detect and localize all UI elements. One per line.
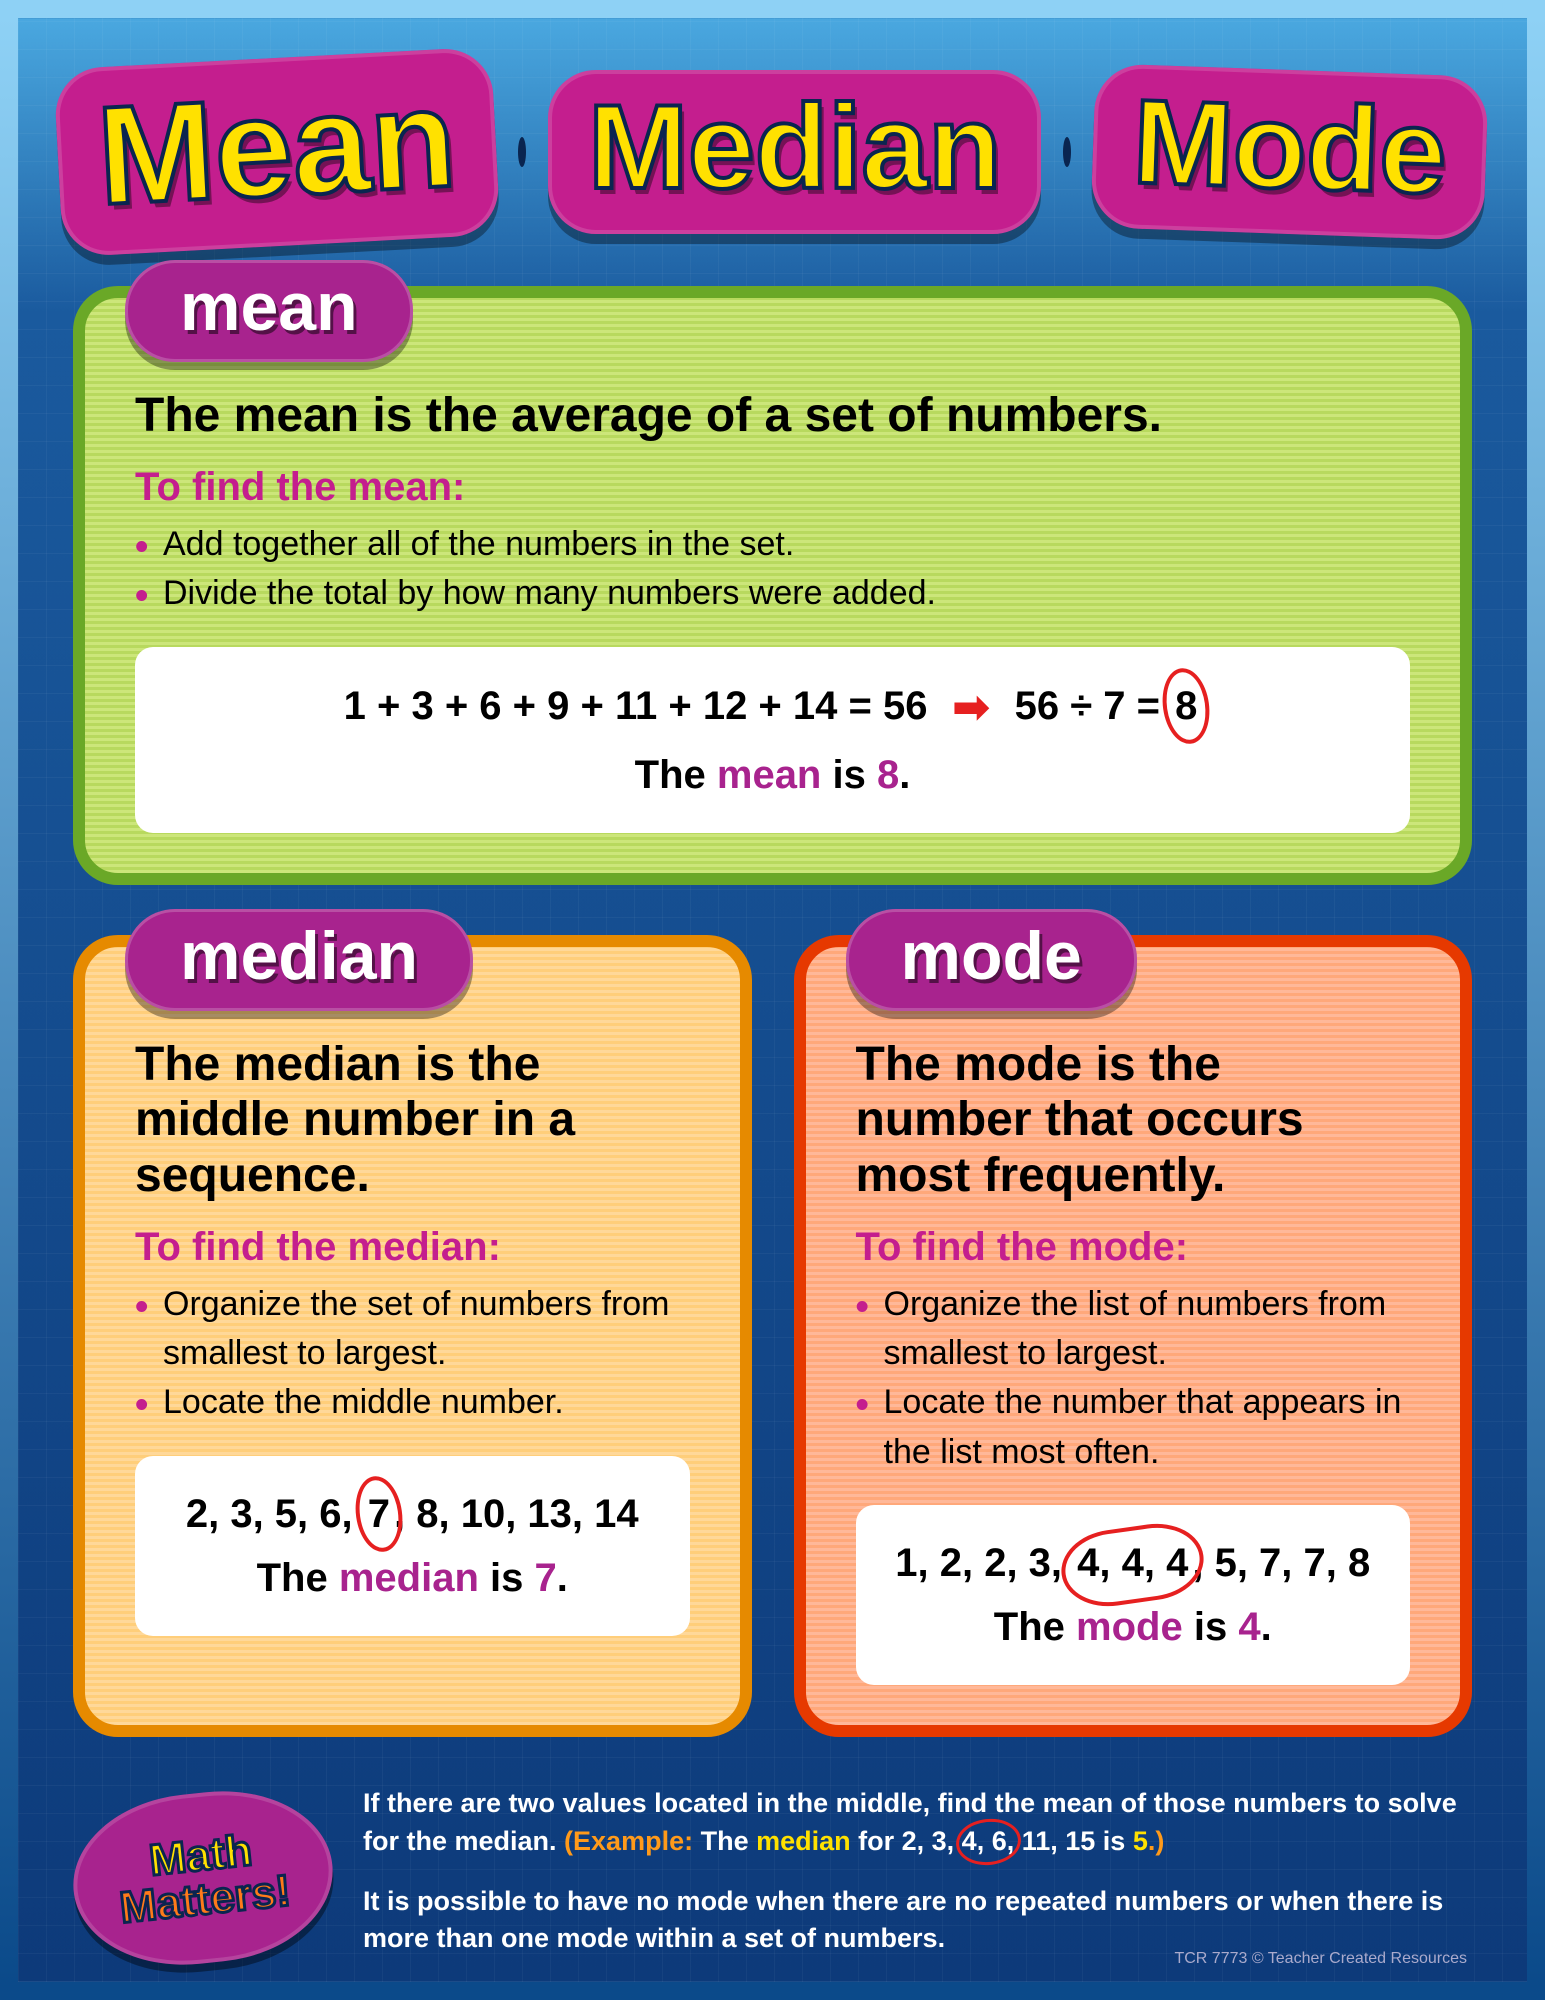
note1-i: .) (1148, 1826, 1165, 1856)
title-median: Median (548, 70, 1041, 234)
title-dot (518, 137, 526, 167)
title-mode: Mode (1091, 63, 1490, 241)
mode-answer-pre: The (994, 1605, 1076, 1649)
median-seq-pre: 2, 3, 5, 6, (186, 1492, 353, 1536)
mode-card: mode The mode is the number that occurs … (794, 935, 1473, 1737)
mean-find-heading: To find the mean: (135, 465, 1410, 510)
note1-b: (Example: (564, 1826, 693, 1856)
mean-answer-pre: The (635, 753, 717, 797)
median-answer-word: median (339, 1556, 479, 1600)
poster-title: Mean Median Mode (73, 58, 1472, 246)
mean-pill: mean (125, 260, 413, 362)
badge-line2: Matters! (118, 1869, 293, 1931)
mean-steps: Add together all of the numbers in the s… (135, 520, 1410, 619)
mean-answer-word: mean (717, 753, 822, 797)
median-card: median The median is the middle number i… (73, 935, 752, 1737)
mean-step-1: Add together all of the numbers in the s… (135, 520, 1410, 569)
note1-circled: 4, 6, (962, 1823, 1015, 1861)
note1-e: for 2, 3, (851, 1826, 962, 1856)
median-answer-post: is (479, 1556, 535, 1600)
median-step-1: Organize the set of numbers from smalles… (135, 1280, 690, 1379)
note1-c: The (693, 1826, 756, 1856)
mean-answer-val: 8 (877, 753, 899, 797)
median-answer-circled: 7 (364, 1482, 394, 1546)
mode-answer-end: . (1261, 1605, 1272, 1649)
mode-answer-post: is (1183, 1605, 1239, 1649)
mode-seq-pre: 1, 2, 2, 3, (895, 1541, 1062, 1585)
median-answer-val: 7 (535, 1556, 557, 1600)
mean-step-2: Divide the total by how many numbers wer… (135, 569, 1410, 618)
note1-g: 11, 15 is (1014, 1826, 1133, 1856)
title-dot (1063, 137, 1071, 167)
mode-answer-circled: 4, 4, 4 (1073, 1531, 1192, 1595)
mean-answer-post: is (821, 753, 877, 797)
mode-definition: The mode is the number that occurs most … (856, 1037, 1411, 1203)
median-example: 2, 3, 5, 6, 7, 8, 10, 13, 14 The median … (135, 1456, 690, 1636)
mode-step-1: Organize the list of numbers from smalle… (856, 1280, 1411, 1379)
median-answer-end: . (557, 1556, 568, 1600)
copyright-text: TCR 7773 © Teacher Created Resources (1174, 1950, 1467, 1968)
mode-step-2: Locate the number that appears in the li… (856, 1378, 1411, 1477)
median-step-2: Locate the middle number. (135, 1378, 690, 1427)
note1-h: 5 (1133, 1826, 1148, 1856)
mean-example: 1 + 3 + 6 + 9 + 11 + 12 + 14 = 56 ➡ 56 ÷… (135, 647, 1410, 833)
mode-answer-val: 4 (1238, 1605, 1260, 1649)
mode-seq-post: , 5, 7, 7, 8 (1192, 1541, 1370, 1585)
mode-pill: mode (846, 909, 1137, 1011)
math-matters-badge: Math Matters! (65, 1780, 341, 1976)
mean-answer-end: . (899, 753, 910, 797)
mode-example: 1, 2, 2, 3, 4, 4, 4, 5, 7, 7, 8 The mode… (856, 1505, 1411, 1685)
median-seq-post: , 8, 10, 13, 14 (394, 1492, 639, 1536)
arrow-icon: ➡ (953, 673, 990, 743)
mode-find-heading: To find the mode: (856, 1225, 1411, 1270)
mean-equation-sum: 1 + 3 + 6 + 9 + 11 + 12 + 14 = 56 (344, 684, 928, 728)
mean-equation-div: 56 ÷ 7 = (1015, 684, 1160, 728)
title-mean: Mean (54, 47, 501, 258)
mean-answer-circled: 8 (1171, 674, 1201, 738)
note1-d: median (756, 1826, 851, 1856)
note2: It is possible to have no mode when ther… (363, 1883, 1472, 1959)
median-pill: median (125, 909, 473, 1011)
median-steps: Organize the set of numbers from smalles… (135, 1280, 690, 1428)
mode-steps: Organize the list of numbers from smalle… (856, 1280, 1411, 1477)
median-definition: The median is the middle number in a seq… (135, 1037, 690, 1203)
mode-answer-word: mode (1076, 1605, 1183, 1649)
mean-definition: The mean is the average of a set of numb… (135, 388, 1410, 443)
mean-card: mean The mean is the average of a set of… (73, 286, 1472, 885)
median-find-heading: To find the median: (135, 1225, 690, 1270)
median-answer-pre: The (257, 1556, 339, 1600)
